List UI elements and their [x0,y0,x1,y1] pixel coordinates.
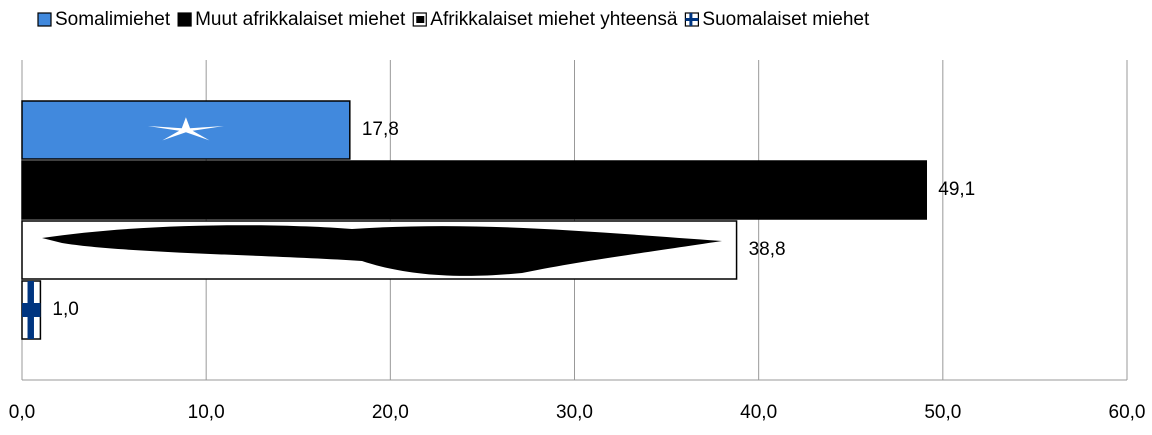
legend-label: Muut afrikkalaiset miehet [195,9,406,30]
legend-swatch [37,12,52,27]
legend-swatch [177,12,192,27]
x-tick-label: 20,0 [372,402,409,423]
africa-shape [42,225,722,276]
flag-star [147,117,224,141]
legend-label: Suomalaiset miehet [702,9,870,30]
x-tick-label: 30,0 [556,402,593,423]
value-label: 17,8 [362,119,399,140]
legend-swatch-detail [416,16,425,23]
legend-swatch-detail [685,18,699,21]
x-tick-label: 0,0 [9,402,35,423]
x-tick-label: 10,0 [188,402,225,423]
x-tick-label: 50,0 [924,402,961,423]
bar [21,160,928,220]
value-label: 1,0 [52,299,78,320]
legend-label: Afrikkalaiset miehet yhteensä [430,9,678,30]
legend-label: Somalimiehet [55,9,171,30]
x-tick-label: 40,0 [740,402,777,423]
x-tick-label: 60,0 [1109,402,1146,423]
value-label: 49,1 [938,179,975,200]
flag-cross-h [22,303,41,317]
value-label: 38,8 [749,239,786,260]
